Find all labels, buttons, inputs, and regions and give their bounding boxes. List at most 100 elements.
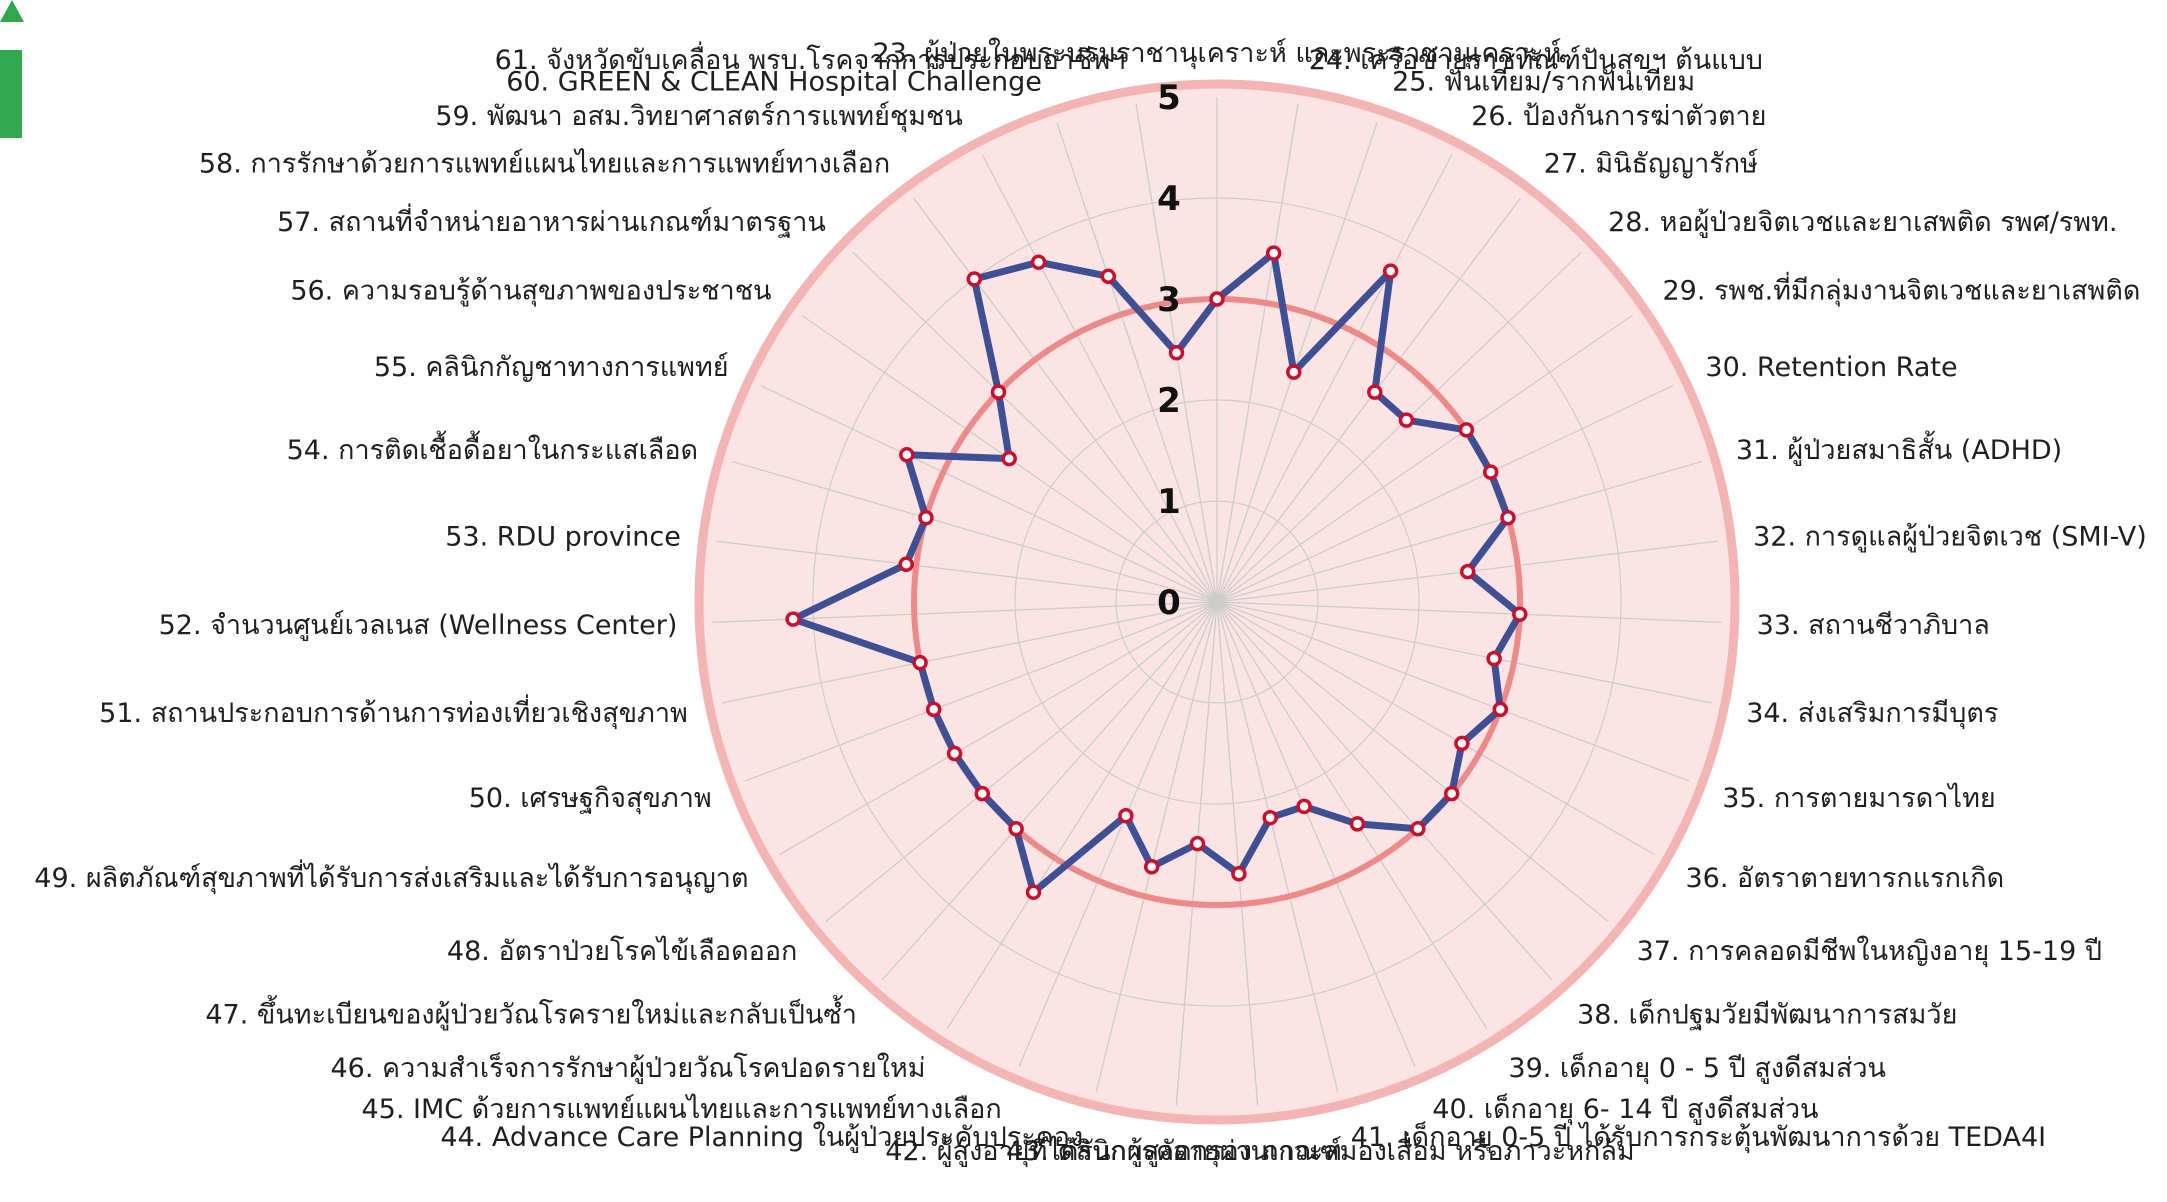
category-label-23: 46. ความสำเร็จการรักษาผู้ป่วยวัณโรคปอดรา… — [331, 1050, 926, 1084]
spoke-8 — [1216, 460, 1703, 603]
grid-ring-2 — [1014, 399, 1420, 805]
spoke-16 — [1216, 601, 1488, 1030]
spoke-31 — [731, 460, 1218, 603]
grid-ring-1 — [1115, 500, 1319, 704]
tick-label-5: 5 — [1157, 78, 1181, 118]
tick-label-0: 0 — [1157, 583, 1181, 623]
category-label-2: 25. ฟันเทียม/รากฟันเทียม — [1392, 66, 1695, 97]
data-point-38 — [1168, 345, 1185, 361]
spoke-19 — [1216, 601, 1259, 1106]
category-label-28: 51. สถานประกอบการด้านการท่องเที่ยวเชิงสุ… — [99, 694, 688, 730]
data-point-36 — [1030, 254, 1047, 270]
spoke-10 — [1216, 601, 1722, 623]
data-point-26 — [946, 745, 963, 762]
data-point-9 — [1459, 563, 1476, 580]
data-point-4 — [1367, 384, 1383, 400]
tick-label-3: 3 — [1157, 280, 1181, 320]
category-label-29: 52. จำนวนศูนย์เวลเนส (Wellness Center) — [159, 609, 678, 641]
spoke-7 — [1216, 384, 1674, 603]
category-label-6: 29. รพช.ที่มีกลุ่มงานจิตเวชและยาเสพติด — [1663, 272, 2141, 308]
data-point-32 — [899, 447, 915, 463]
category-label-17: 40. เด็กอายุ 6- 14 ปี สูงดีสมส่วน — [1432, 1091, 1818, 1126]
spoke-1 — [1216, 103, 1299, 603]
data-point-5 — [1398, 412, 1415, 428]
spoke-17 — [1216, 601, 1416, 1067]
category-label-13: 36. อัตราตายทารกแรกเกิด — [1686, 863, 2005, 894]
spoke-3 — [1216, 154, 1453, 603]
tick-label-2: 2 — [1157, 381, 1181, 421]
data-point-23 — [1025, 884, 1042, 900]
spoke-34 — [852, 251, 1218, 603]
data-point-27 — [925, 701, 942, 718]
spoke-15 — [1216, 601, 1553, 981]
category-label-5: 28. หอผู้ป่วยจิตเวชและยาเสพติด รพศ/รพท. — [1608, 207, 2117, 238]
data-point-22 — [1118, 807, 1134, 824]
data-point-7 — [1482, 464, 1499, 480]
data-point-24 — [1008, 821, 1024, 837]
spoke-27 — [744, 601, 1218, 782]
tick-label-4: 4 — [1157, 179, 1181, 219]
spoke-23 — [946, 601, 1218, 1030]
category-label-19: 42. ผู้สูงอายุที่ได้รับการคัดกรอง ภาวะสม… — [885, 1132, 1634, 1168]
spoke-26 — [779, 601, 1218, 856]
category-label-24: 47. ขึ้นทะเบียนของผู้ป่วยวัณโรครายใหม่แล… — [205, 995, 857, 1031]
spoke-11 — [1216, 601, 1712, 704]
category-label-30: 53. RDU province — [445, 522, 681, 553]
category-label-26: 49. ผลิตภัณฑ์สุขภาพที่ได้รับการส่งเสริมแ… — [34, 859, 748, 895]
data-point-14 — [1443, 785, 1460, 802]
data-point-30 — [898, 556, 914, 573]
corner-arrow-icon — [0, 0, 24, 22]
category-label-32: 55. คลินิกกัญชาทางการแพทย์ — [374, 351, 729, 383]
spoke-6 — [1216, 314, 1633, 603]
data-point-15 — [1410, 821, 1426, 837]
data-point-10 — [1512, 606, 1528, 622]
category-label-9: 32. การดูแลผู้ป่วยจิตเวช (SMI-V) — [1753, 522, 2147, 553]
category-label-34: 57. สถานที่จำหน่ายอาหารผ่านเกณฑ์มาตรฐาน — [277, 203, 826, 238]
data-point-12 — [1492, 701, 1509, 718]
data-point-33 — [1001, 450, 1017, 467]
category-label-10: 33. สถานชีวาภิบาล — [1757, 610, 1990, 641]
category-label-16: 39. เด็กอายุ 0 - 5 ปี สูงดีสมส่วน — [1508, 1050, 1886, 1085]
category-label-18: 41. เด็กอายุ 0-5 ปี ได้รับการกระตุ้นพัฒน… — [1351, 1119, 2046, 1154]
data-point-3 — [1382, 263, 1399, 279]
data-point-6 — [1458, 422, 1475, 438]
category-label-4: 27. มินิธัญญารักษ์ — [1544, 147, 1759, 179]
category-label-33: 56. ความรอบรู้ด้านสุขภาพของประชาชน — [290, 276, 771, 308]
data-point-2 — [1286, 364, 1302, 380]
data-point-19 — [1231, 866, 1247, 882]
data-point-1 — [1265, 245, 1282, 261]
data-point-16 — [1349, 816, 1366, 832]
data-point-11 — [1486, 650, 1502, 667]
radial-tick-labels: 0 1 2 3 4 5 — [1157, 78, 1181, 623]
spoke-5 — [1216, 251, 1582, 603]
spoke-36 — [981, 154, 1218, 603]
data-point-18 — [1262, 809, 1278, 826]
data-point-17 — [1296, 798, 1312, 815]
data-point-31 — [918, 509, 934, 526]
spoke-12 — [1216, 601, 1690, 782]
grid-ring-4 — [812, 197, 1622, 1007]
data-point-13 — [1454, 735, 1470, 752]
spoke-30 — [715, 540, 1218, 603]
data-point-20 — [1189, 835, 1206, 852]
corner-green-bar — [0, 50, 22, 138]
spoke-22 — [1018, 601, 1218, 1067]
category-labels: 23. ผู้ป่วยในพระบรมราชานุเคราะห์ และพระร… — [34, 37, 2147, 1168]
category-label-25: 48. อัตราป่วยโรคไข้เลือดออก — [447, 936, 797, 967]
spoke-20 — [1175, 601, 1218, 1106]
data-point-29 — [785, 611, 801, 627]
category-label-35: 58. การรักษาด้วยการแพทย์แผนไทยและการแพทย… — [199, 147, 890, 179]
spoke-28 — [722, 601, 1218, 704]
spoke-13 — [1216, 601, 1655, 856]
category-label-8: 31. ผู้ป่วยสมาธิสั้น (ADHD) — [1736, 430, 2062, 466]
spoke-2 — [1216, 122, 1378, 603]
data-point-0 — [1209, 291, 1225, 307]
category-label-14: 37. การคลอดมีชีพในหญิงอายุ 15-19 ปี — [1637, 935, 2102, 968]
spoke-21 — [1095, 601, 1218, 1093]
category-label-27: 50. เศรษฐกิจสุขภาพ — [469, 783, 712, 815]
category-label-21: 44. Advance Care Planning ในผู้ป่วยประคั… — [440, 1121, 1083, 1153]
category-label-12: 35. การตายมารดาไทย — [1722, 783, 1995, 814]
category-label-22: 45. IMC ด้วยการแพทย์แผนไทยและการแพทย์ทาง… — [361, 1093, 1001, 1125]
category-label-31: 54. การติดเชื้อดื้อยาในกระแสเลือด — [287, 430, 699, 466]
